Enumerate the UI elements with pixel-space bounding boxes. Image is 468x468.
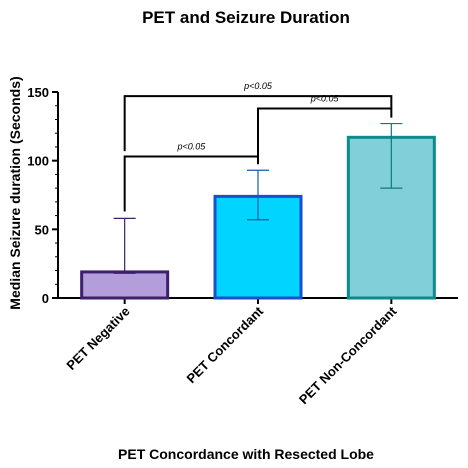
y-tick-label: 50: [35, 222, 49, 237]
significance-bracket: [123, 155, 259, 212]
significance-label: p<0.05: [176, 142, 206, 152]
chart-title: PET and Seizure Duration: [142, 8, 350, 27]
x-category-label: PET Negative: [63, 304, 132, 373]
significance-bracket: [123, 95, 393, 152]
category-labels: PET Negative PET Concordant PET Non-Concor…: [63, 303, 400, 407]
significance-label: p<0.05: [243, 81, 273, 91]
x-category-label: PET Concordant: [184, 303, 267, 386]
significance-brackets: p<0.05 p<0.05 p<0.05: [123, 81, 393, 212]
y-axis-label: Median Seizure duration (Seconds): [7, 76, 23, 309]
bar-pet-negative: [80, 270, 170, 300]
y-tick-label: 0: [42, 291, 49, 306]
x-axis-label: PET Concordance with Resected Lobe: [118, 446, 374, 462]
significance-bracket: [257, 107, 393, 164]
y-tick-label: 150: [27, 85, 49, 100]
significance-label: p<0.05: [310, 93, 340, 103]
x-category-label: PET Non-Concordant: [296, 303, 400, 407]
y-tick-label: 100: [27, 154, 49, 169]
error-bars: [113, 122, 403, 274]
bar-pet-concordant: [213, 194, 303, 300]
